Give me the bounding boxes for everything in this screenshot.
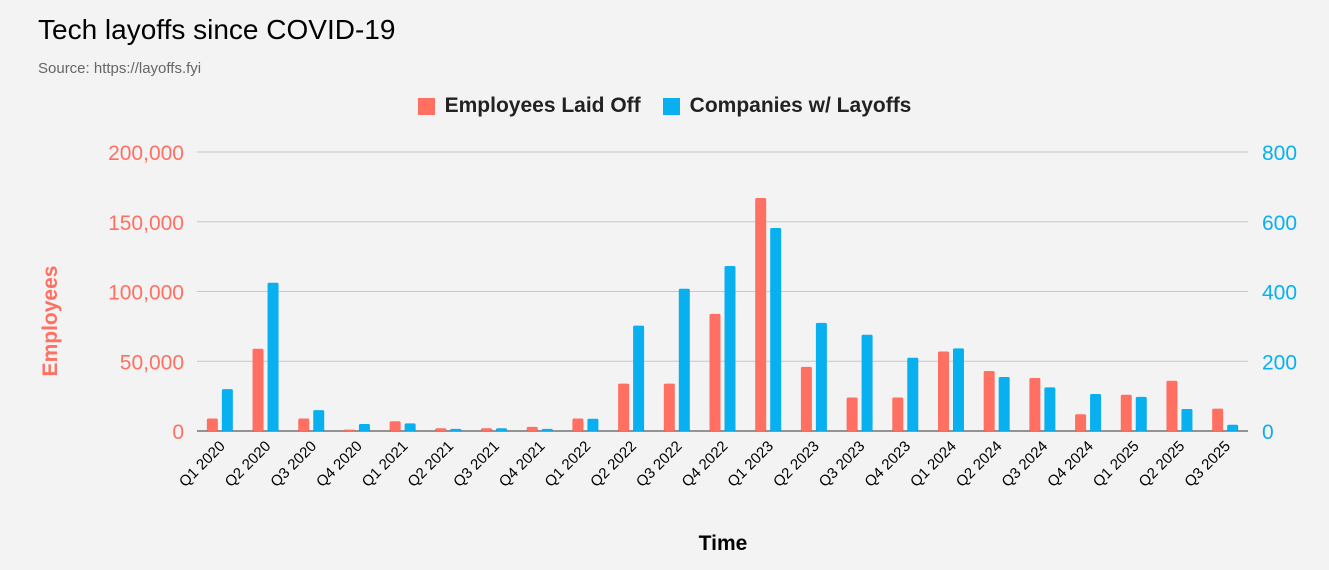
bar-employees[interactable] — [709, 313, 721, 431]
bar-companies[interactable] — [633, 325, 645, 431]
y-tick-label-left: 200,000 — [108, 142, 184, 165]
x-tick-label: Q4 2020 — [313, 438, 366, 491]
x-tick-label: Q2 2023 — [770, 438, 823, 491]
y-tick-label-left: 150,000 — [108, 212, 184, 235]
bar-employees[interactable] — [937, 351, 949, 431]
bar-employees[interactable] — [892, 397, 904, 431]
bar-employees[interactable] — [663, 383, 675, 431]
x-tick-label: Q4 2021 — [496, 438, 549, 491]
bar-companies[interactable] — [496, 428, 508, 431]
x-tick-label: Q2 2022 — [587, 438, 640, 491]
x-tick-label: Q3 2025 — [1181, 438, 1234, 491]
bar-employees[interactable] — [206, 418, 218, 431]
legend-swatch-employees — [417, 97, 435, 115]
chart-title: Tech layoffs since COVID-19 — [38, 14, 396, 45]
y-tick-label-right: 400 — [1262, 282, 1297, 305]
bar-employees[interactable] — [800, 366, 812, 431]
grid-lines — [197, 151, 1248, 432]
x-tick-label: Q3 2021 — [450, 438, 503, 491]
bar-companies[interactable] — [450, 428, 462, 431]
bar-employees[interactable] — [343, 429, 355, 431]
legend-swatch-companies — [662, 97, 680, 115]
bar-employees[interactable] — [298, 418, 310, 431]
x-tick-label: Q1 2024 — [907, 438, 960, 491]
bar-employees[interactable] — [983, 371, 995, 431]
bar-employees[interactable] — [1166, 380, 1178, 431]
bar-employees[interactable] — [1029, 377, 1041, 431]
x-tick-label: Q2 2021 — [404, 438, 457, 491]
bar-employees[interactable] — [1120, 394, 1132, 431]
bar-companies[interactable] — [861, 334, 873, 431]
x-axis-label: Time — [699, 532, 748, 555]
legend-label-employees: Employees Laid Off — [444, 94, 641, 117]
bar-companies[interactable] — [1090, 394, 1102, 431]
legend-item-companies[interactable]: Companies w/ Layoffs — [662, 94, 912, 118]
y-tick-label-right: 0 — [1262, 421, 1274, 444]
bars — [206, 198, 1239, 431]
x-tick-label: Q2 2024 — [953, 438, 1006, 491]
bar-companies[interactable] — [815, 322, 827, 431]
bar-employees[interactable] — [1212, 408, 1224, 431]
bar-companies[interactable] — [998, 376, 1010, 431]
bar-companies[interactable] — [404, 423, 416, 431]
x-tick-label: Q4 2023 — [861, 438, 914, 491]
x-tick-label: Q1 2021 — [359, 438, 412, 491]
x-tick-label: Q3 2023 — [816, 438, 869, 491]
bar-companies[interactable] — [952, 348, 964, 431]
x-tick-label: Q3 2020 — [267, 438, 320, 491]
bar-companies[interactable] — [267, 282, 279, 431]
y-axis-label: Employees — [39, 266, 62, 377]
bar-employees[interactable] — [755, 198, 767, 431]
y-tick-label-left: 0 — [172, 421, 184, 444]
bar-companies[interactable] — [587, 418, 599, 431]
bar-companies[interactable] — [770, 228, 782, 431]
x-tick-label: Q4 2022 — [679, 438, 732, 491]
bar-companies[interactable] — [221, 389, 233, 431]
y-tick-label-right: 600 — [1262, 212, 1297, 235]
bar-companies[interactable] — [1181, 409, 1193, 431]
x-tick-label: Q1 2022 — [542, 438, 595, 491]
bar-employees[interactable] — [1075, 414, 1087, 431]
legend-item-employees[interactable]: Employees Laid Off — [417, 94, 641, 118]
x-tick-label: Q1 2023 — [724, 438, 777, 491]
bar-employees[interactable] — [572, 418, 584, 431]
bar-employees[interactable] — [389, 421, 401, 431]
bar-companies[interactable] — [1227, 424, 1239, 431]
bar-employees[interactable] — [435, 428, 447, 431]
chart-subtitle: Source: https://layoffs.fyi — [38, 60, 202, 77]
x-tick-label: Q1 2025 — [1090, 438, 1143, 491]
bar-employees[interactable] — [481, 428, 493, 431]
bar-companies[interactable] — [313, 410, 325, 431]
bar-companies[interactable] — [1135, 396, 1147, 431]
bar-employees[interactable] — [252, 348, 264, 431]
bar-employees[interactable] — [618, 383, 630, 431]
legend-label-companies: Companies w/ Layoffs — [689, 94, 912, 117]
y-axis-right: 0 200 400 600 800 — [1262, 142, 1297, 444]
x-tick-label: Q1 2020 — [176, 438, 229, 491]
y-axis-left: 0 50,000 100,000 150,000 200,000 — [108, 142, 184, 444]
x-tick-label: Q2 2020 — [222, 438, 275, 491]
bar-companies[interactable] — [907, 357, 919, 431]
bar-employees[interactable] — [846, 397, 858, 431]
y-tick-label-left: 50,000 — [120, 351, 184, 374]
x-tick-label: Q4 2024 — [1044, 438, 1097, 491]
bar-companies[interactable] — [1044, 387, 1056, 431]
y-tick-label-right: 800 — [1262, 142, 1297, 165]
legend: Employees Laid Off Companies w/ Layoffs — [0, 94, 1329, 118]
y-tick-label-left: 100,000 — [108, 282, 184, 305]
y-tick-label-right: 200 — [1262, 351, 1297, 374]
bar-companies[interactable] — [358, 424, 370, 431]
x-tick-label: Q3 2022 — [633, 438, 686, 491]
bar-companies[interactable] — [678, 288, 690, 431]
bar-companies[interactable] — [724, 266, 736, 431]
bar-companies[interactable] — [541, 428, 553, 431]
bar-employees[interactable] — [526, 426, 538, 431]
x-tick-label: Q2 2025 — [1136, 438, 1189, 491]
x-tick-label: Q3 2024 — [998, 438, 1051, 491]
